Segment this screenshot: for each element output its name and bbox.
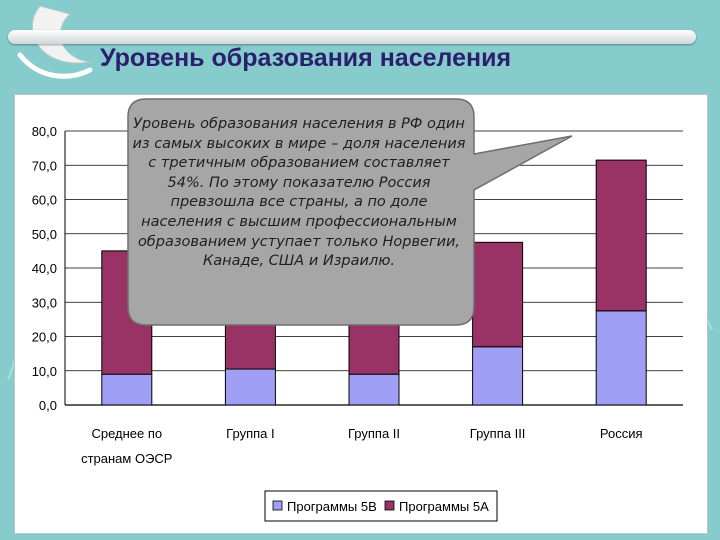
y-tick-label: 80,0 <box>32 124 57 139</box>
callout-text: Уровень образования населения в РФ один … <box>132 116 466 270</box>
bar-segment-5a <box>472 241 524 348</box>
y-tick-label: 0,0 <box>39 398 57 413</box>
x-tick-label: Группа I <box>226 426 274 441</box>
y-tick-label: 40,0 <box>32 261 57 276</box>
legend-swatch-5b <box>272 500 283 511</box>
x-tick-label: Группа III <box>470 426 526 441</box>
chart-legend <box>264 490 498 522</box>
title-underline-bar <box>8 30 696 44</box>
legend-swatch-5a <box>384 500 395 511</box>
y-tick-label: 50,0 <box>32 227 57 242</box>
stacked-bar-chart: 0,0 10,0 20,0 30,0 40,0 50,0 60,0 70,0 80,0 Средн… <box>32 124 683 522</box>
y-tick-label: 70,0 <box>32 158 57 173</box>
y-tick-label: 30,0 <box>32 295 57 310</box>
y-tick-label: 10,0 <box>32 364 57 379</box>
slide-title: Уровень образования населения <box>100 44 512 72</box>
x-tick-label: Среднее по <box>91 426 162 441</box>
bar-segment-5a <box>595 159 647 312</box>
y-tick-label: 20,0 <box>32 330 57 345</box>
bar-segment-5b <box>224 368 276 406</box>
legend-label: Программы 5В <box>287 499 377 514</box>
legend-label: Программы 5А <box>399 499 489 514</box>
x-tick-label: Группа II <box>348 426 400 441</box>
bar-segment-5b <box>348 373 400 406</box>
y-tick-label: 60,0 <box>32 193 57 208</box>
bar-segment-5b <box>472 346 524 406</box>
x-tick-label: странам ОЭСР <box>81 451 172 466</box>
x-tick-label: Россия <box>600 426 643 441</box>
